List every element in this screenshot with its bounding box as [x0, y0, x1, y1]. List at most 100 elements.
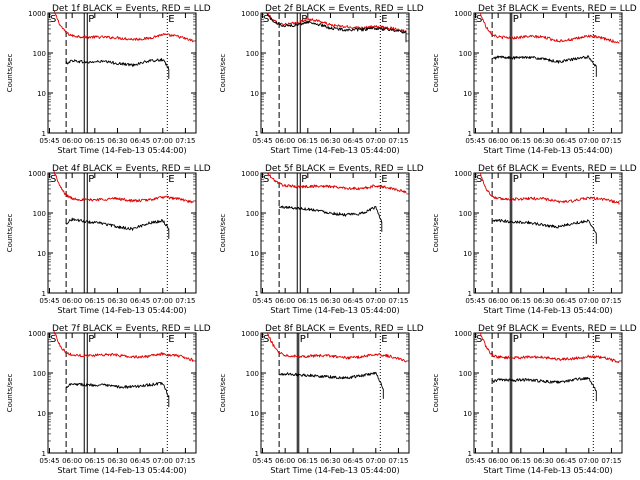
- x-tick-label: 06:30: [533, 457, 553, 465]
- x-tick-label: 07:00: [366, 457, 386, 465]
- x-tick-label: 06:00: [488, 297, 508, 305]
- lld-trace: [266, 12, 407, 33]
- plot-frame: [473, 172, 623, 294]
- x-tick-label: 07:00: [153, 137, 173, 145]
- y-tick-label: 1: [468, 130, 472, 138]
- y-tick-label: 1000: [454, 10, 472, 18]
- x-tick-label: 06:15: [85, 297, 105, 305]
- x-tick-label: 05:45: [39, 457, 59, 465]
- events-trace: [266, 13, 407, 43]
- x-tick-label: 06:00: [488, 457, 508, 465]
- chart-title: Det 4f BLACK = Events, RED = LLD: [52, 164, 211, 174]
- plot-frame: [47, 12, 197, 134]
- x-axis-label: Start Time (14-Feb-13 05:44:00): [270, 466, 399, 475]
- y-tick-label: 10: [463, 90, 472, 98]
- x-tick-label: 06:00: [275, 297, 295, 305]
- x-tick-label: 06:45: [343, 137, 363, 145]
- chart-panel-2: Det 2f BLACK = Events, RED = LLD Counts/s…: [219, 4, 424, 155]
- y-tick-label: 10: [37, 410, 46, 418]
- y-tick-label: 10: [250, 410, 259, 418]
- chart-title: Det 1f BLACK = Events, RED = LLD: [52, 4, 211, 14]
- chart-panel-6: Det 6f BLACK = Events, RED = LLD Counts/s…: [432, 164, 637, 315]
- x-tick-label: 06:30: [320, 297, 340, 305]
- x-tick-label: 06:15: [298, 457, 318, 465]
- y-tick-label: 10: [37, 90, 46, 98]
- p-marker-label: P: [88, 334, 94, 345]
- x-tick-label: 06:30: [107, 457, 127, 465]
- lld-trace: [479, 332, 620, 363]
- y-axis-label: Counts/sec: [219, 214, 227, 253]
- x-tick-label: 06:15: [511, 297, 531, 305]
- chart-title: Det 8f BLACK = Events, RED = LLD: [265, 324, 424, 334]
- x-tick-label: 05:45: [465, 457, 485, 465]
- x-tick-label: 06:30: [107, 137, 127, 145]
- x-tick-label: 06:00: [488, 137, 508, 145]
- s-marker-label: S: [476, 334, 482, 345]
- x-tick-label: 06:15: [511, 137, 531, 145]
- plot-frame: [473, 12, 623, 134]
- p-marker-label: P: [513, 334, 519, 345]
- chart-panel-1: Det 1f BLACK = Events, RED = LLD Counts/s…: [6, 4, 211, 155]
- x-tick-label: 05:45: [39, 297, 59, 305]
- chart-panel-9: Det 9f BLACK = Events, RED = LLD Counts/s…: [432, 324, 637, 475]
- chart-panel-5: Det 5f BLACK = Events, RED = LLD Counts/s…: [219, 164, 424, 315]
- y-tick-label: 1: [42, 290, 46, 298]
- x-axis-label: Start Time (14-Feb-13 05:44:00): [57, 466, 186, 475]
- e-marker-label: E: [594, 334, 600, 345]
- events-trace: [65, 217, 170, 239]
- p-marker-label: P: [300, 334, 306, 345]
- y-axis-label: Counts/sec: [6, 374, 14, 413]
- y-tick-label: 1: [468, 450, 472, 458]
- plot-frame: [260, 12, 410, 134]
- y-tick-label: 1: [42, 130, 46, 138]
- plot-frame: [47, 332, 197, 454]
- y-tick-label: 1000: [454, 170, 472, 178]
- x-tick-label: 07:15: [388, 137, 408, 145]
- x-tick-label: 07:00: [153, 457, 173, 465]
- y-tick-label: 10: [463, 250, 472, 258]
- y-tick-label: 1: [255, 290, 259, 298]
- x-tick-label: 07:00: [579, 137, 599, 145]
- x-tick-label: 05:45: [465, 137, 485, 145]
- y-tick-label: 100: [33, 370, 46, 378]
- x-axis-label: Start Time (14-Feb-13 05:44:00): [57, 306, 186, 315]
- y-tick-label: 10: [250, 90, 259, 98]
- e-marker-label: E: [381, 334, 387, 345]
- y-tick-label: 10: [37, 250, 46, 258]
- e-marker-label: E: [381, 174, 387, 185]
- x-tick-label: 05:45: [252, 297, 272, 305]
- e-marker-label: E: [168, 14, 174, 25]
- s-marker-label: S: [476, 14, 482, 25]
- chart-title: Det 2f BLACK = Events, RED = LLD: [265, 4, 424, 14]
- chart-panel-4: Det 4f BLACK = Events, RED = LLD Counts/s…: [6, 164, 211, 315]
- y-axis-label: Counts/sec: [219, 54, 227, 93]
- y-tick-label: 100: [459, 210, 472, 218]
- x-tick-label: 07:00: [366, 137, 386, 145]
- x-tick-label: 06:15: [298, 297, 318, 305]
- x-tick-label: 06:00: [62, 137, 82, 145]
- x-tick-label: 05:45: [39, 137, 59, 145]
- events-trace: [491, 376, 597, 402]
- x-tick-label: 07:15: [601, 457, 621, 465]
- p-marker-label: P: [88, 174, 94, 185]
- events-trace: [278, 371, 384, 399]
- x-tick-label: 06:00: [62, 457, 82, 465]
- y-tick-label: 1: [255, 450, 259, 458]
- x-tick-label: 06:00: [275, 137, 295, 145]
- lld-trace: [479, 172, 620, 205]
- x-tick-label: 06:00: [275, 457, 295, 465]
- y-axis-label: Counts/sec: [219, 374, 227, 413]
- p-marker-label: P: [513, 174, 519, 185]
- x-axis-label: Start Time (14-Feb-13 05:44:00): [270, 306, 399, 315]
- x-tick-label: 06:30: [533, 137, 553, 145]
- x-tick-label: 06:15: [85, 457, 105, 465]
- x-tick-label: 06:30: [533, 297, 553, 305]
- events-trace: [65, 58, 170, 79]
- x-tick-label: 07:15: [175, 137, 195, 145]
- y-axis-label: Counts/sec: [432, 214, 440, 253]
- plot-frame: [260, 172, 410, 294]
- x-tick-label: 07:15: [175, 457, 195, 465]
- s-marker-label: S: [50, 174, 56, 185]
- x-tick-label: 06:45: [130, 137, 150, 145]
- p-marker-label: P: [513, 14, 519, 25]
